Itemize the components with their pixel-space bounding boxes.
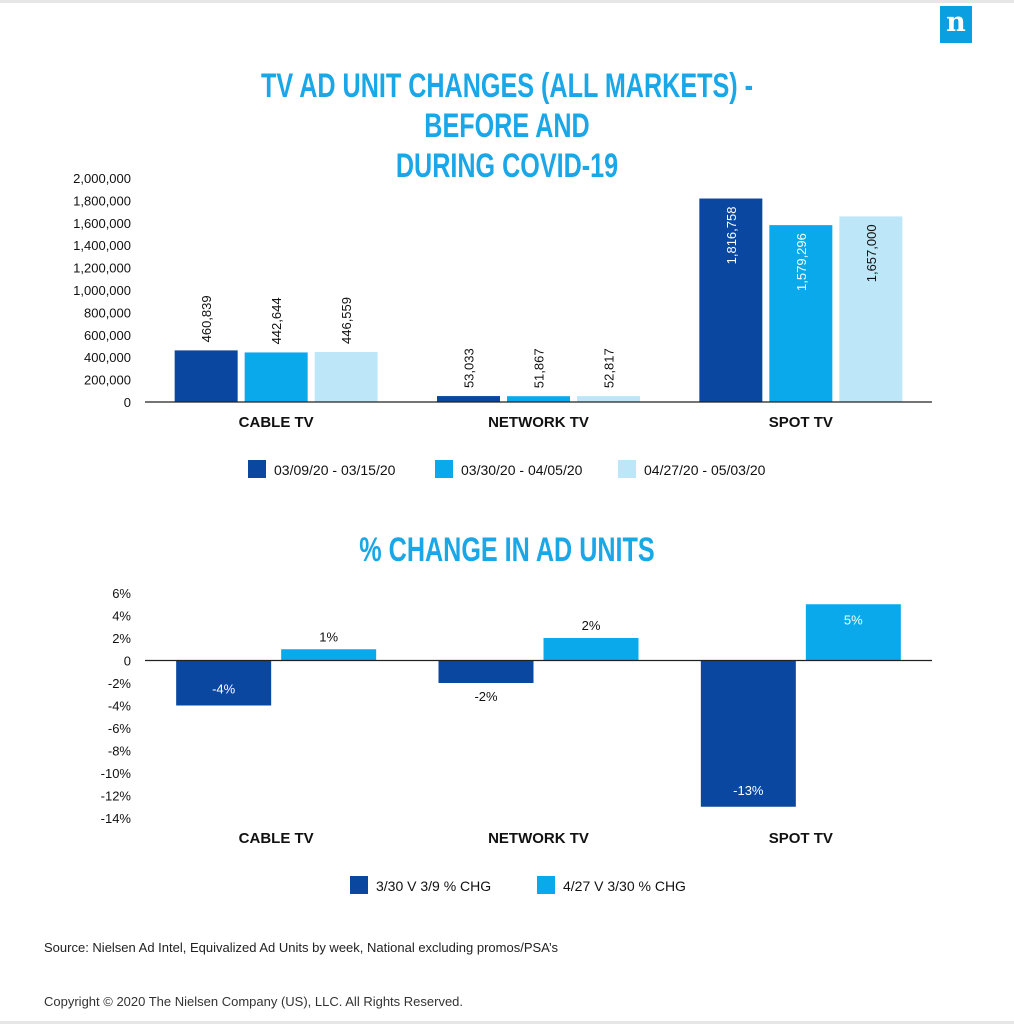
x-category-label: CABLE TV <box>239 830 314 847</box>
chart1-title: TV AD UNIT CHANGES (ALL MARKETS) - BEFOR… <box>243 66 771 186</box>
y-tick-label: 400,000 <box>84 350 131 365</box>
y-tick-label: 2% <box>112 631 131 646</box>
source-note: Source: Nielsen Ad Intel, Equivalized Ad… <box>44 940 559 955</box>
bar-spot-tv-s3 <box>839 216 903 402</box>
data-label: -4% <box>212 682 236 697</box>
bar-cable-tv-s1 <box>174 350 238 402</box>
legend-swatch <box>350 876 368 894</box>
nielsen-logo: n <box>940 6 972 43</box>
y-tick-label: 1,800,000 <box>73 193 131 208</box>
bar-cable-tv-s2 <box>244 352 308 402</box>
y-tick-label: 2,000,000 <box>73 171 131 186</box>
data-label: 1% <box>319 629 338 644</box>
y-tick-label: 200,000 <box>84 373 131 388</box>
x-category-label: SPOT TV <box>769 830 833 847</box>
y-tick-label: -6% <box>108 721 132 736</box>
y-tick-label: 6% <box>112 586 131 601</box>
legend-swatch <box>248 460 266 478</box>
data-label: 53,033 <box>462 348 477 388</box>
data-label: 1,579,296 <box>794 233 809 291</box>
bar-cable-tv-s3 <box>314 351 378 402</box>
legend-swatch <box>435 460 453 478</box>
legend-swatch <box>618 460 636 478</box>
y-tick-label: 0 <box>124 395 131 410</box>
y-tick-label: -14% <box>101 811 132 826</box>
chart1-title-line2: DURING COVID-19 <box>395 147 619 185</box>
data-label: 2% <box>582 618 601 633</box>
x-category-label: CABLE TV <box>239 414 314 431</box>
data-label: 460,839 <box>199 295 214 342</box>
bar-network-tv-s1 <box>438 660 534 683</box>
data-label: 52,817 <box>602 348 617 388</box>
y-tick-label: -12% <box>101 789 132 804</box>
bar-network-tv-s3 <box>577 396 640 402</box>
y-tick-label: 1,200,000 <box>73 261 131 276</box>
legend-swatch <box>537 876 555 894</box>
legend-label: 4/27 V 3/30 % CHG <box>563 878 686 894</box>
legend-label: 03/30/20 - 04/05/20 <box>461 462 583 478</box>
data-label: 446,559 <box>339 297 354 344</box>
bar-spot-tv-s2 <box>769 225 833 402</box>
y-tick-label: 1,000,000 <box>73 283 131 298</box>
bar-network-tv-s2 <box>507 396 570 402</box>
bar-cable-tv-s1 <box>176 660 272 706</box>
y-tick-label: -4% <box>108 699 132 714</box>
x-category-label: NETWORK TV <box>488 830 589 847</box>
y-tick-label: -2% <box>108 676 132 691</box>
bar-spot-tv-s2 <box>805 604 901 661</box>
bar-cable-tv-s2 <box>281 649 377 661</box>
bar-network-tv-s2 <box>543 638 639 661</box>
legend-label: 04/27/20 - 05/03/20 <box>644 462 766 478</box>
data-label: 442,644 <box>269 297 284 344</box>
bar-network-tv-s1 <box>437 396 500 402</box>
data-label: -2% <box>474 689 498 704</box>
x-category-label: SPOT TV <box>769 414 833 431</box>
data-label: 5% <box>844 612 863 627</box>
y-tick-label: 4% <box>112 609 131 624</box>
chart2-title: % CHANGE IN AD UNITS <box>359 531 655 569</box>
y-tick-label: -8% <box>108 744 132 759</box>
y-tick-label: 1,600,000 <box>73 216 131 231</box>
data-label: -13% <box>733 783 764 798</box>
data-label: 51,867 <box>532 348 547 388</box>
y-tick-label: 1,400,000 <box>73 238 131 253</box>
data-label: 1,816,758 <box>724 207 739 265</box>
bar-spot-tv-s1 <box>700 660 796 807</box>
y-tick-label: 600,000 <box>84 328 131 343</box>
y-tick-label: 0 <box>124 654 131 669</box>
bar-spot-tv-s1 <box>699 198 763 402</box>
ad-units-bar-chart: 0 200,000 400,000 600,000 800,000 1,000,000 1,… <box>73 171 932 478</box>
x-category-label: NETWORK TV <box>488 414 589 431</box>
y-tick-label: 800,000 <box>84 305 131 320</box>
legend-label: 03/09/20 - 03/15/20 <box>274 462 396 478</box>
chart1-title-line1: TV AD UNIT CHANGES (ALL MARKETS) - BEFOR… <box>260 67 753 145</box>
copyright-note: Copyright © 2020 The Nielsen Company (US… <box>44 994 464 1009</box>
legend-label: 3/30 V 3/9 % CHG <box>376 878 491 894</box>
data-label: 1,657,000 <box>864 224 879 282</box>
y-tick-label: -10% <box>101 766 132 781</box>
